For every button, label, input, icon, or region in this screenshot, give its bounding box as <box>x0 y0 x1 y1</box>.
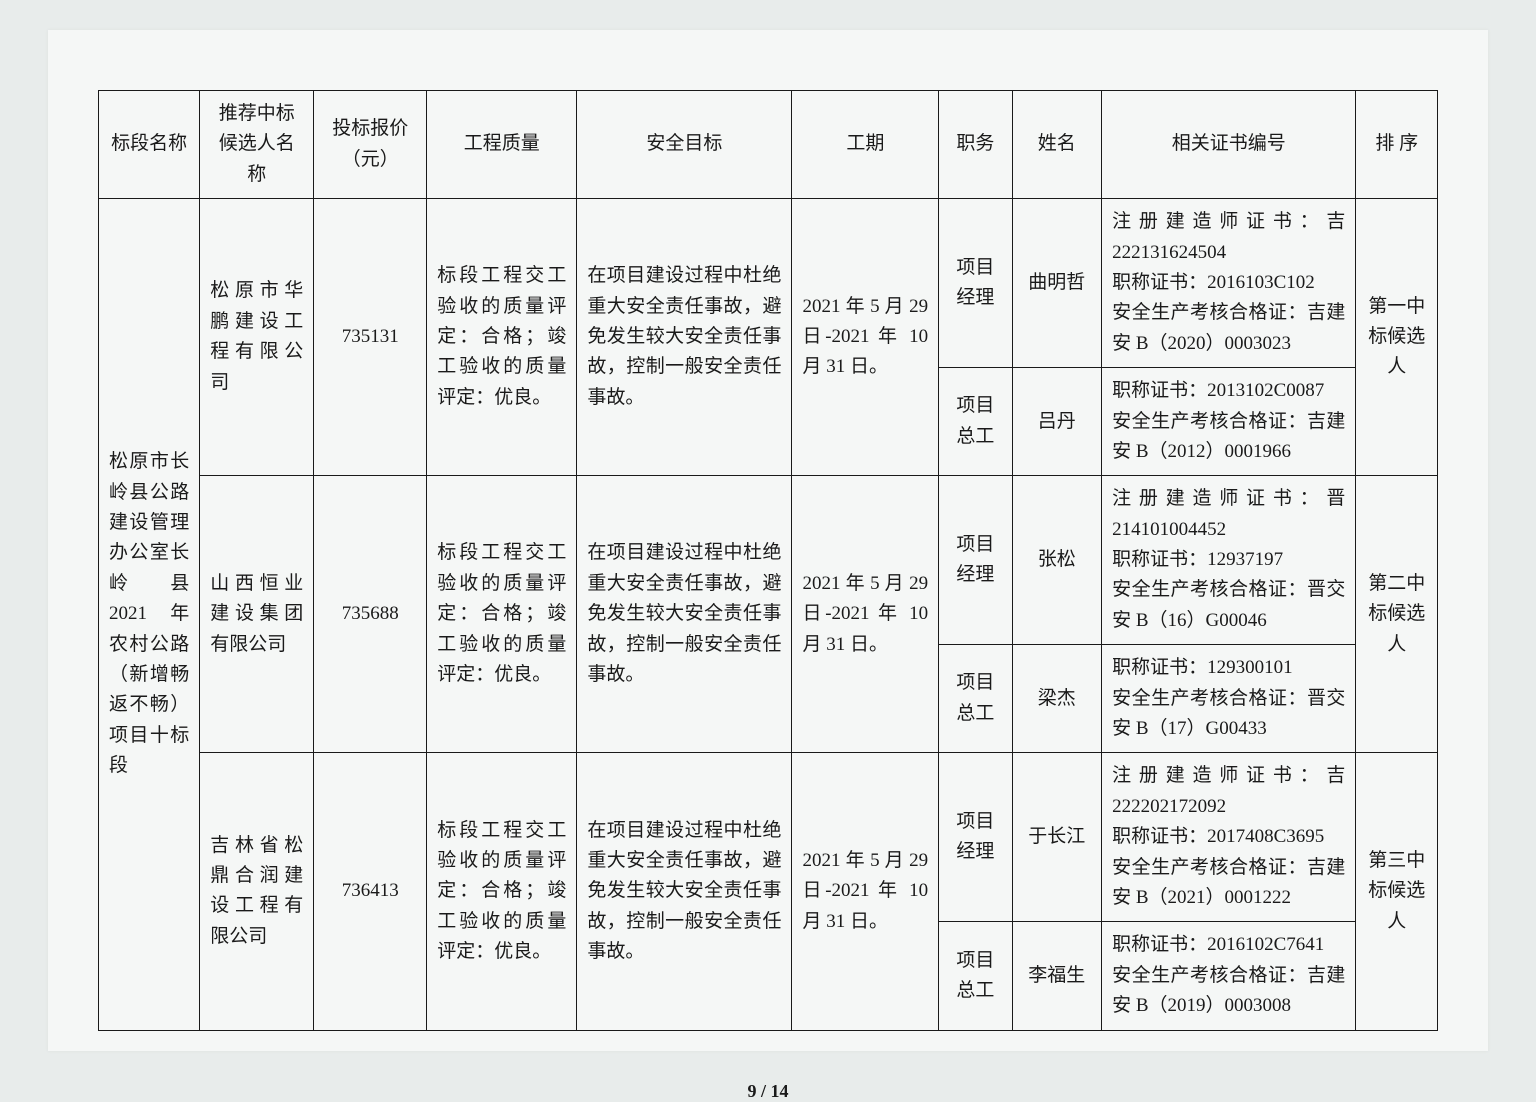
document-page: 标段名称 推荐中标候选人名称 投标报价（元） 工程质量 安全目标 工期 职务 姓… <box>48 30 1488 1051</box>
price-cell: 735131 <box>314 199 427 476</box>
period-cell: 2021 年 5 月 29 日-2021 年 10 月 31 日。 <box>792 199 939 476</box>
company-cell: 山西恒业建设集团有限公司 <box>200 476 314 753</box>
period-cell: 2021 年 5 月 29 日-2021 年 10 月 31 日。 <box>792 476 939 753</box>
cert-cell: 注册建造师证书：晋 214101004452 职称证书：12937197 安全生… <box>1102 476 1356 645</box>
cert-cell: 职称证书：129300101 安全生产考核合格证：晋交安 B（17）G00433 <box>1102 645 1356 753</box>
quality-cell: 标段工程交工验收的质量评定：合格；竣工验收的质量评定：优良。 <box>427 753 577 1030</box>
company-cell: 吉林省松鼎合润建设工程有限公司 <box>200 753 314 1030</box>
rank-cell: 第二中标候选人 <box>1356 476 1438 753</box>
name-cell: 张松 <box>1012 476 1102 645</box>
role-cell: 项目总工 <box>939 645 1012 753</box>
header-quality: 工程质量 <box>427 91 577 199</box>
cert-cell: 职称证书：2013102C0087 安全生产考核合格证：吉建安 B（2012）0… <box>1102 368 1356 476</box>
rank-cell: 第一中标候选人 <box>1356 199 1438 476</box>
role-cell: 项目总工 <box>939 368 1012 476</box>
header-period: 工期 <box>792 91 939 199</box>
cert-cell: 注册建造师证书：吉 222131624504 职称证书：2016103C102 … <box>1102 199 1356 368</box>
header-name: 姓名 <box>1012 91 1102 199</box>
header-price: 投标报价（元） <box>314 91 427 199</box>
safety-cell: 在项目建设过程中杜绝重大安全责任事故，避免发生较大安全责任事故，控制一般安全责任… <box>577 476 792 753</box>
table-row: 吉林省松鼎合润建设工程有限公司 736413 标段工程交工验收的质量评定：合格；… <box>99 753 1438 922</box>
header-role: 职务 <box>939 91 1012 199</box>
quality-cell: 标段工程交工验收的质量评定：合格；竣工验收的质量评定：优良。 <box>427 476 577 753</box>
role-cell: 项目经理 <box>939 476 1012 645</box>
quality-cell: 标段工程交工验收的质量评定：合格；竣工验收的质量评定：优良。 <box>427 199 577 476</box>
section-name-cell: 松原市长岭县公路建设管理办公室长岭县 2021 年农村公路（新增畅返不畅）项目十… <box>99 199 200 1030</box>
safety-cell: 在项目建设过程中杜绝重大安全责任事故，避免发生较大安全责任事故，控制一般安全责任… <box>577 199 792 476</box>
table-header-row: 标段名称 推荐中标候选人名称 投标报价（元） 工程质量 安全目标 工期 职务 姓… <box>99 91 1438 199</box>
period-cell: 2021 年 5 月 29 日-2021 年 10 月 31 日。 <box>792 753 939 1030</box>
price-cell: 735688 <box>314 476 427 753</box>
name-cell: 吕丹 <box>1012 368 1102 476</box>
cert-cell: 注册建造师证书：吉 222202172092 职称证书：2017408C3695… <box>1102 753 1356 922</box>
role-cell: 项目经理 <box>939 199 1012 368</box>
page-number: 9 / 14 <box>0 1081 1536 1102</box>
safety-cell: 在项目建设过程中杜绝重大安全责任事故，避免发生较大安全责任事故，控制一般安全责任… <box>577 753 792 1030</box>
role-cell: 项目总工 <box>939 922 1012 1030</box>
header-cert: 相关证书编号 <box>1102 91 1356 199</box>
header-company: 推荐中标候选人名称 <box>200 91 314 199</box>
header-rank: 排 序 <box>1356 91 1438 199</box>
name-cell: 李福生 <box>1012 922 1102 1030</box>
header-safety: 安全目标 <box>577 91 792 199</box>
price-cell: 736413 <box>314 753 427 1030</box>
bid-candidates-table: 标段名称 推荐中标候选人名称 投标报价（元） 工程质量 安全目标 工期 职务 姓… <box>98 90 1438 1031</box>
company-cell: 松原市华鹏建设工程有限公司 <box>200 199 314 476</box>
rank-cell: 第三中标候选人 <box>1356 753 1438 1030</box>
header-section: 标段名称 <box>99 91 200 199</box>
name-cell: 梁杰 <box>1012 645 1102 753</box>
role-cell: 项目经理 <box>939 753 1012 922</box>
name-cell: 曲明哲 <box>1012 199 1102 368</box>
cert-cell: 职称证书：2016102C7641 安全生产考核合格证：吉建安 B（2019）0… <box>1102 922 1356 1030</box>
name-cell: 于长江 <box>1012 753 1102 922</box>
table-row: 山西恒业建设集团有限公司 735688 标段工程交工验收的质量评定：合格；竣工验… <box>99 476 1438 645</box>
table-row: 松原市长岭县公路建设管理办公室长岭县 2021 年农村公路（新增畅返不畅）项目十… <box>99 199 1438 368</box>
